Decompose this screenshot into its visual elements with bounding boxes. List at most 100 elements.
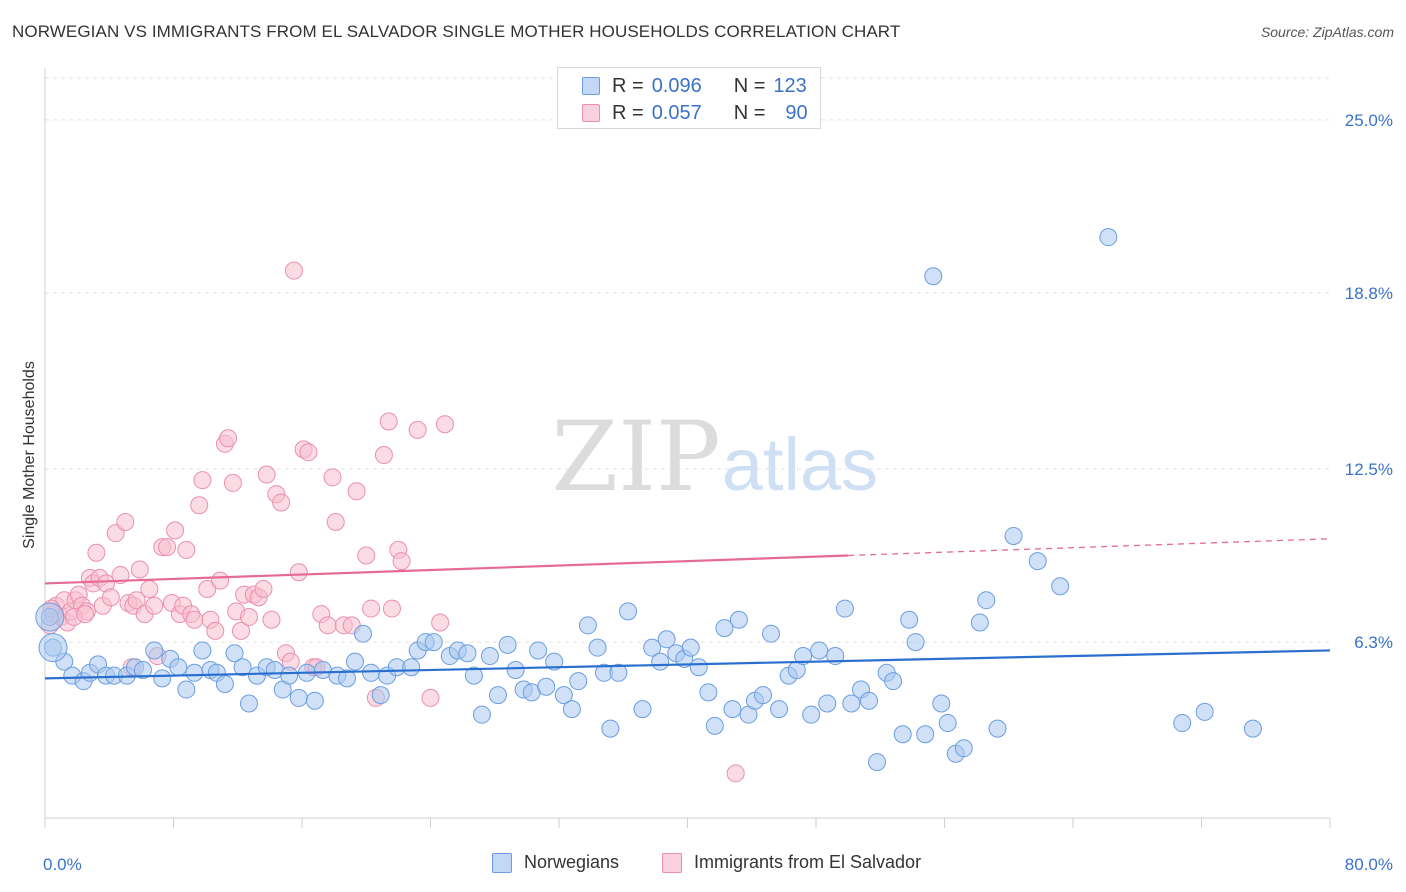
data-point	[562, 700, 581, 719]
data-point	[357, 546, 376, 565]
data-point	[860, 691, 879, 710]
data-point	[506, 661, 525, 679]
data-point	[619, 602, 638, 621]
data-point	[140, 580, 159, 599]
data-point	[280, 666, 299, 685]
legend-r-label: R =	[612, 74, 644, 97]
watermark: ZIP atlas	[551, 401, 878, 513]
data-point	[794, 647, 813, 666]
trend-line-el-salvador	[44, 554, 849, 585]
data-point	[127, 591, 146, 610]
data-point	[233, 658, 252, 677]
chart-title: NORWEGIAN VS IMMIGRANTS FROM EL SALVADOR…	[12, 22, 901, 41]
data-point	[458, 644, 477, 663]
data-point	[362, 599, 381, 618]
series-immigrants-el-salvador	[40, 261, 745, 783]
data-point	[588, 638, 607, 657]
data-point	[1004, 526, 1023, 545]
trend-line-norwegians	[44, 649, 1331, 680]
legend-item-norwegians[interactable]: Norwegians	[492, 852, 619, 873]
data-point	[225, 644, 244, 663]
data-point	[346, 652, 365, 671]
y-tick-label: 18.8%	[1345, 284, 1393, 303]
legend-n-label: N =	[733, 101, 766, 124]
data-point	[289, 563, 308, 582]
data-point	[158, 538, 177, 557]
data-point	[498, 635, 517, 654]
data-point	[392, 552, 411, 571]
gridlines	[45, 77, 1330, 643]
data-point	[257, 465, 276, 484]
data-point	[215, 674, 234, 693]
data-point	[231, 621, 250, 640]
data-point	[262, 610, 281, 629]
legend-n-value: 90	[785, 101, 808, 124]
data-point	[379, 412, 398, 431]
data-point	[529, 641, 548, 660]
legend-item-el-salvador[interactable]: Immigrants from El Salvador	[662, 852, 921, 873]
watermark-atlas: atlas	[722, 423, 878, 506]
data-point	[924, 267, 943, 286]
legend-r-value: 0.057	[651, 101, 702, 124]
legend-n-value: 123	[773, 74, 807, 97]
axes	[44, 68, 1331, 828]
data-point	[362, 663, 381, 682]
data-point	[435, 415, 454, 434]
data-point	[166, 521, 185, 540]
data-point	[633, 700, 652, 719]
data-point	[101, 588, 120, 607]
data-point	[185, 663, 204, 682]
series-norwegians	[35, 228, 1262, 772]
data-point	[431, 613, 450, 632]
data-point	[699, 683, 718, 702]
data-point	[130, 560, 149, 579]
tick-labels: 6.3% 12.5% 18.8% 25.0% 0.0% 80.0%	[43, 111, 1393, 874]
data-point	[657, 630, 676, 649]
data-point	[421, 688, 440, 707]
data-point	[726, 764, 745, 783]
data-point	[464, 666, 483, 685]
data-point	[374, 445, 393, 464]
series-legend: Norwegians Immigrants from El Salvador	[0, 852, 1406, 876]
data-point	[988, 719, 1007, 738]
data-point	[932, 694, 951, 713]
data-point	[198, 580, 217, 599]
legend-row-el-salvador: R = 0.057 N = 90	[582, 102, 808, 124]
data-point	[762, 624, 781, 643]
data-point	[472, 705, 491, 724]
data-point	[111, 566, 130, 585]
legend-r-label: R =	[612, 101, 644, 124]
legend-swatch-el-salvador	[582, 104, 600, 122]
data-point	[916, 725, 935, 744]
data-point	[554, 686, 573, 705]
y-tick-label: 6.3%	[1354, 633, 1393, 652]
data-point	[537, 677, 556, 696]
legend-swatch-el-salvador	[662, 852, 682, 873]
data-point	[305, 691, 324, 710]
data-point	[609, 663, 628, 682]
data-point	[219, 429, 238, 448]
source-label: Source: ZipAtlas.com	[1260, 24, 1394, 40]
data-point	[254, 580, 273, 599]
data-point	[284, 261, 303, 280]
data-point	[289, 688, 308, 707]
data-point	[810, 641, 829, 660]
data-point	[145, 596, 164, 615]
data-point	[545, 652, 564, 671]
data-point	[35, 602, 65, 632]
data-point	[145, 641, 164, 660]
data-point	[868, 753, 887, 772]
data-point	[299, 443, 318, 462]
data-point	[480, 647, 499, 666]
data-point	[1173, 714, 1192, 733]
data-point	[818, 694, 837, 713]
data-point	[643, 638, 662, 657]
data-point	[578, 616, 597, 635]
legend-n-label: N =	[733, 74, 766, 97]
data-point	[424, 633, 443, 652]
data-point	[76, 605, 95, 624]
data-point	[177, 680, 196, 699]
watermark-zip: ZIP	[551, 401, 720, 513]
data-point	[906, 633, 925, 652]
legend-r-value: 0.096	[651, 74, 702, 97]
